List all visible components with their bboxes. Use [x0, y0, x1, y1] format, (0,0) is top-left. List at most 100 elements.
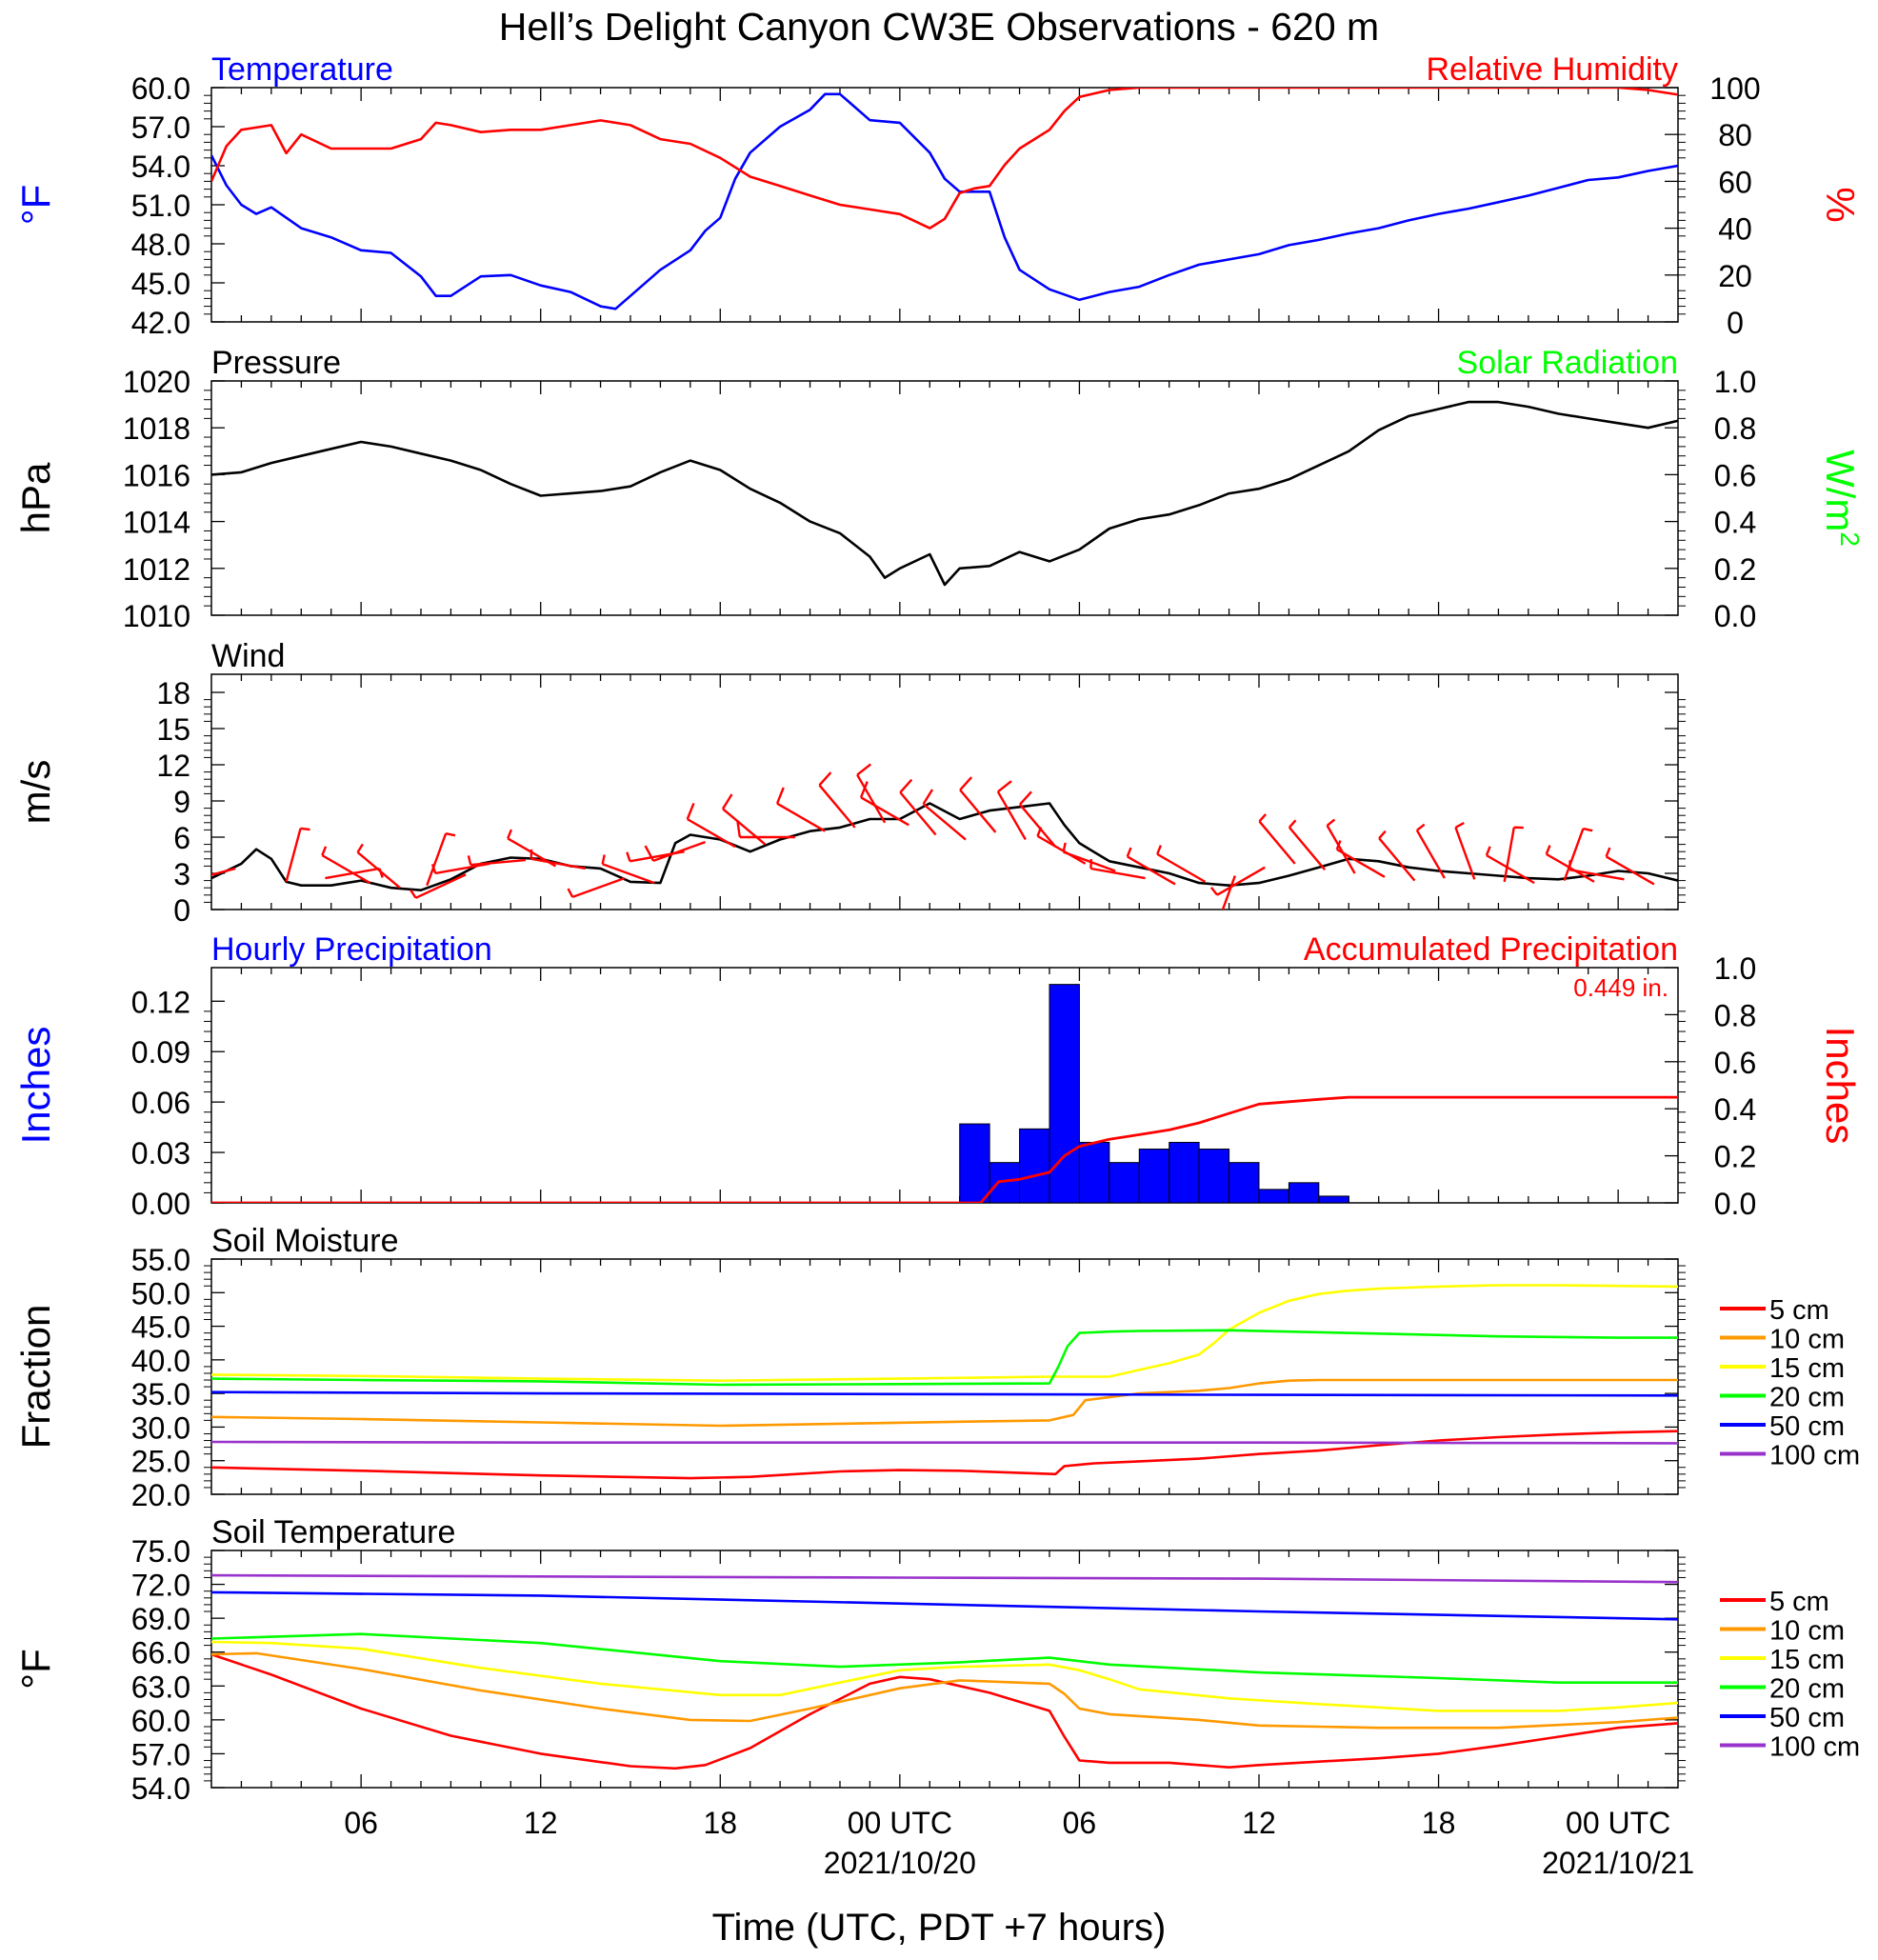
wind-barb-flag — [300, 827, 310, 831]
wind-barb-shaft — [1503, 827, 1515, 883]
series-temperature — [211, 92, 1678, 310]
series-100-cm — [211, 1573, 1678, 1584]
series-50-cm — [211, 1590, 1678, 1621]
precip-bar — [1318, 1195, 1349, 1203]
y-tick-label: 1010 — [123, 599, 190, 633]
accumulated-total-label: 0.449 in. — [1573, 973, 1668, 1002]
y-tick-label: 69.0 — [131, 1602, 190, 1636]
wind-barb-shaft — [1486, 854, 1535, 885]
panel-data — [211, 984, 1678, 1203]
series-100-cm — [211, 1440, 1678, 1445]
y-tick-label: 30.0 — [131, 1410, 190, 1445]
wind-barb-shaft — [1258, 820, 1296, 865]
wind-barb-shaft — [1415, 830, 1446, 879]
x-date-label: 2021/10/21 — [1542, 1846, 1694, 1880]
wind-barb-shaft — [1036, 834, 1087, 865]
wind-barb-flag — [1583, 827, 1593, 832]
wind-barb-flag — [601, 854, 606, 865]
y-tick-label: 66.0 — [131, 1636, 190, 1670]
wind-barb-shaft — [1063, 850, 1116, 872]
y-tick-label: 40.0 — [131, 1344, 190, 1378]
precip-bar — [1138, 1149, 1170, 1203]
wind-barb-flag — [959, 776, 973, 791]
wind-barb-flag — [686, 802, 695, 820]
wind-barb-flag — [507, 829, 513, 839]
wind-barb-shaft — [860, 796, 909, 827]
y2-tick-label: 1.0 — [1714, 951, 1756, 986]
y-axis-label: °F — [13, 185, 58, 225]
precip-bar — [989, 1162, 1021, 1203]
panel-left-label: Pressure — [211, 345, 341, 381]
panel-data — [211, 88, 1678, 310]
y-tick-label: 57.0 — [131, 110, 190, 145]
wind-barb-flag — [859, 781, 869, 798]
wind-barb-shaft — [1216, 866, 1266, 896]
y-tick-label: 1016 — [123, 458, 190, 492]
wind-barb-flag — [445, 831, 456, 837]
wind-barb-flag — [1126, 847, 1132, 857]
wind-barb-flag — [644, 845, 655, 862]
y-tick-label: 42.0 — [131, 306, 190, 340]
series-20-cm — [211, 1329, 1678, 1387]
panel-6: 54.057.060.063.066.069.072.075.0 °F Soil T… — [13, 1514, 1860, 1880]
legend-label: 20 cm — [1769, 1383, 1845, 1413]
wind-barb-shaft — [1221, 875, 1236, 910]
y-tick-label: 35.0 — [131, 1377, 190, 1411]
x-tick-label: 00 UTC — [1566, 1806, 1670, 1840]
y2-tick-label: 0.4 — [1714, 506, 1756, 540]
y-tick-label: 0.00 — [131, 1187, 190, 1221]
wind-barb-shaft — [571, 876, 626, 899]
y-tick-label: 63.0 — [131, 1670, 190, 1704]
precip-bar — [1049, 984, 1080, 1203]
y-tick-label: 1018 — [123, 411, 190, 446]
y-tick-label: 3 — [173, 857, 190, 891]
x-tick-label: 18 — [703, 1806, 737, 1840]
wind-barb-flag — [1036, 827, 1043, 837]
y-tick-label: 60.0 — [131, 1704, 190, 1738]
panel-frame — [210, 1550, 1679, 1789]
wind-barb-shaft — [602, 863, 655, 885]
wind-barb-shaft — [1378, 837, 1416, 882]
panel-frame — [210, 673, 1679, 910]
panel-right-label: Accumulated Precipitation — [1304, 931, 1678, 968]
y-tick-label: 57.0 — [131, 1737, 190, 1771]
y2-tick-label: 40 — [1718, 212, 1752, 247]
wind-barb-shaft — [818, 784, 856, 829]
series-relative-humidity — [211, 88, 1678, 230]
panel-left-label: Hourly Precipitation — [211, 931, 492, 968]
wind-barb-flag — [410, 889, 417, 899]
legend-label: 10 cm — [1769, 1325, 1845, 1355]
wind-barb-flag — [736, 820, 742, 838]
series-5-cm — [211, 1652, 1678, 1770]
y-tick-label: 20.0 — [131, 1478, 190, 1512]
y-axis-label: Inches — [13, 1027, 58, 1145]
wind-barb-flag — [356, 843, 364, 853]
y-tick-label: 51.0 — [131, 189, 190, 223]
y2-tick-label: 0.4 — [1714, 1092, 1756, 1127]
panel-left-label: Soil Temperature — [211, 1514, 455, 1550]
series-20-cm — [211, 1632, 1678, 1684]
y-tick-label: 1014 — [123, 506, 190, 540]
wind-barb-shaft — [470, 858, 527, 867]
panel-frame — [210, 380, 1679, 616]
wind-barb-flag — [1062, 842, 1067, 852]
panel-data — [211, 1573, 1678, 1770]
y-tick-label: 0.03 — [131, 1136, 190, 1170]
y2-tick-label: 20 — [1718, 259, 1752, 293]
panel-data — [211, 400, 1678, 587]
wind-barb-flag — [1605, 847, 1611, 857]
panel-right-label: Relative Humidity — [1426, 51, 1678, 88]
legend-label: 50 cm — [1769, 1411, 1845, 1442]
panel-1: 42.0 45.0 48.0 51.0 54.0 57.0 60.0 0 20 40 60 80 100… — [13, 51, 1863, 340]
legend-label: 15 cm — [1769, 1645, 1845, 1675]
x-tick-label: 18 — [1422, 1806, 1456, 1840]
wind-barb-flag — [856, 763, 872, 776]
y2-tick-label: 0.0 — [1714, 1187, 1756, 1221]
y-tick-label: 0.12 — [131, 985, 190, 1019]
y2-tick-label: 0.0 — [1714, 599, 1756, 633]
y-tick-label: 45.0 — [131, 267, 190, 301]
wind-barb-shaft — [722, 808, 767, 846]
panel-2: 1010 1012 1014 1016 1018 1020 0.0 0.2 0.4 0.6 0.8 1… — [13, 345, 1866, 633]
panel-left-label: Temperature — [211, 51, 393, 88]
wind-barb-shaft — [996, 790, 1027, 841]
